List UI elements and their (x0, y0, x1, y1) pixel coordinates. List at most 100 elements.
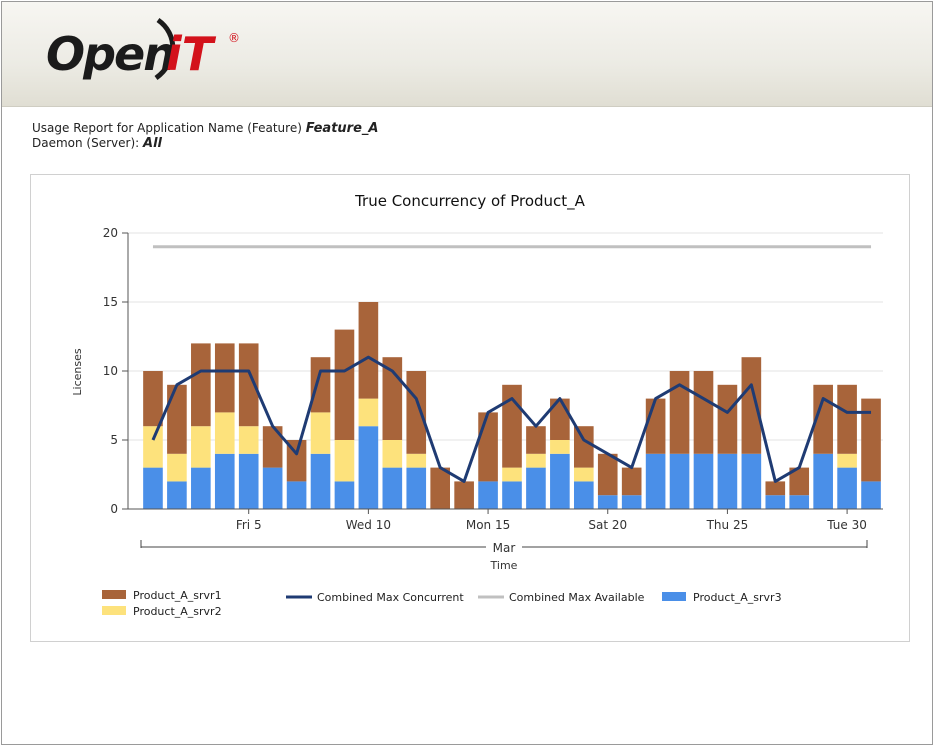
legend-swatch-product-a-srvr3 (662, 592, 686, 601)
daemon-value: All (143, 136, 162, 151)
y-tick-label: 10 (103, 364, 118, 378)
axis-layer: 0 5 10 15 20 Fri 5 Wed 10 Mon 15 Sat 20 Thu 25 Tue… (103, 226, 883, 554)
bar-product-a-srvr3 (262, 467, 283, 509)
bar-product-a-srvr1 (191, 343, 211, 427)
bar-product-a-srvr3 (741, 453, 762, 509)
bar-product-a-srvr3 (167, 481, 187, 509)
bar-product-a-srvr3 (669, 453, 690, 509)
bar-product-a-srvr1 (478, 412, 498, 482)
report-info: Usage Report for Application Name (Featu… (32, 121, 378, 151)
logo-it-text: iT (166, 27, 217, 81)
bar-product-a-srvr3 (406, 467, 427, 509)
daemon-label: Daemon (Server): (32, 136, 140, 150)
legend-label-product-a-srvr2: Product_A_srvr2 (133, 605, 222, 618)
x-axis-label: Time (490, 559, 518, 572)
bar-product-a-srvr1 (334, 329, 355, 440)
bar-product-a-srvr1 (861, 398, 881, 482)
y-tick-label: 20 (103, 226, 118, 240)
bar-product-a-srvr1 (789, 467, 810, 496)
bar-product-a-srvr1 (837, 384, 857, 454)
bar-product-a-srvr3 (526, 467, 546, 509)
x-tick-label: Wed 10 (346, 518, 391, 532)
bar-product-a-srvr3 (717, 453, 738, 509)
bar-product-a-srvr1 (358, 302, 379, 399)
bar-product-a-srvr3 (334, 481, 355, 509)
bar-product-a-srvr3 (143, 467, 163, 509)
bar-product-a-srvr3 (286, 481, 307, 509)
chart-svg: True Concurrency of Product_A Licenses T… (71, 192, 883, 618)
bar-product-a-srvr2 (406, 453, 427, 468)
bar-product-a-srvr2 (214, 412, 235, 454)
x-tick-label: Sat 20 (588, 518, 627, 532)
x-group-label-bg (486, 540, 522, 554)
logo-swoosh (154, 17, 176, 81)
bar-product-a-srvr1 (310, 357, 331, 413)
bar-product-a-srvr2 (238, 426, 259, 454)
series-line-combined-max-concurrent (151, 355, 872, 483)
bar-product-a-srvr2 (143, 426, 163, 468)
y-tick-label: 0 (110, 502, 118, 516)
bar-product-a-srvr1 (741, 357, 762, 454)
bar-product-a-srvr2 (573, 467, 594, 482)
bar-product-a-srvr3 (382, 467, 403, 509)
bar-product-a-srvr3 (358, 426, 379, 509)
bar-product-a-srvr3 (214, 453, 235, 509)
bar-product-a-srvr3 (813, 453, 833, 509)
header-banner: Open iT ® (2, 2, 932, 107)
bar-product-a-srvr3 (550, 453, 570, 509)
bar-product-a-srvr1 (262, 426, 283, 468)
bar-product-a-srvr2 (167, 453, 187, 482)
legend-swatch-product-a-srvr1 (102, 590, 126, 599)
line-layer (151, 245, 872, 483)
bar-product-a-srvr2 (382, 440, 403, 468)
y-axis-label: Licenses (71, 348, 84, 395)
bar-product-a-srvr1 (765, 481, 786, 496)
bar-product-a-srvr3 (502, 481, 522, 509)
bar-product-a-srvr1 (214, 343, 235, 413)
bar-product-a-srvr2 (837, 453, 857, 468)
legend-label-combined-max-available: Combined Max Available (509, 591, 645, 604)
bar-product-a-srvr3 (191, 467, 211, 509)
bar-product-a-srvr2 (358, 398, 379, 427)
daemon-line: Daemon (Server): All (32, 136, 378, 151)
bar-product-a-srvr2 (334, 440, 355, 482)
legend-layer: Product_A_srvr1 Product_A_srvr2 Combined M… (102, 589, 782, 618)
bar-product-a-srvr3 (310, 453, 331, 509)
bar-product-a-srvr1 (645, 398, 666, 454)
bar-product-a-srvr1 (406, 371, 427, 454)
legend-label-product-a-srvr1: Product_A_srvr1 (133, 589, 222, 602)
usage-label: Usage Report for Application Name (Featu… (32, 121, 302, 135)
x-tick-label: Mon 15 (466, 518, 510, 532)
usage-line: Usage Report for Application Name (Featu… (32, 121, 378, 136)
legend-swatch-product-a-srvr2 (102, 606, 126, 615)
y-tick-label: 15 (103, 295, 118, 309)
bar-product-a-srvr2 (310, 412, 331, 454)
x-tick-label: Tue 30 (826, 518, 867, 532)
bar-product-a-srvr1 (430, 467, 451, 509)
bar-product-a-srvr2 (502, 467, 522, 482)
bar-layer (143, 302, 881, 509)
bar-product-a-srvr1 (238, 343, 259, 427)
y-tick-label: 5 (110, 433, 118, 447)
x-tick-label: Thu 25 (706, 518, 749, 532)
legend-label-combined-max-concurrent: Combined Max Concurrent (317, 591, 464, 604)
bar-product-a-srvr1 (573, 426, 594, 468)
bar-product-a-srvr1 (526, 426, 546, 454)
chart-title: True Concurrency of Product_A (354, 192, 586, 211)
bar-product-a-srvr3 (478, 481, 498, 509)
logo-registered-mark: ® (228, 31, 240, 45)
bar-product-a-srvr3 (621, 495, 642, 509)
bar-product-a-srvr3 (765, 495, 786, 509)
bar-product-a-srvr3 (837, 467, 857, 509)
bar-product-a-srvr1 (717, 384, 738, 454)
bar-product-a-srvr3 (693, 453, 714, 509)
bar-product-a-srvr1 (693, 371, 714, 454)
bar-product-a-srvr1 (454, 481, 474, 509)
bar-product-a-srvr3 (238, 453, 259, 509)
bar-product-a-srvr1 (167, 384, 187, 454)
bar-product-a-srvr1 (597, 453, 618, 496)
legend-label-product-a-srvr3: Product_A_srvr3 (693, 591, 782, 604)
openit-logo: Open iT ® (46, 17, 240, 81)
feature-value: Feature_A (305, 121, 379, 136)
